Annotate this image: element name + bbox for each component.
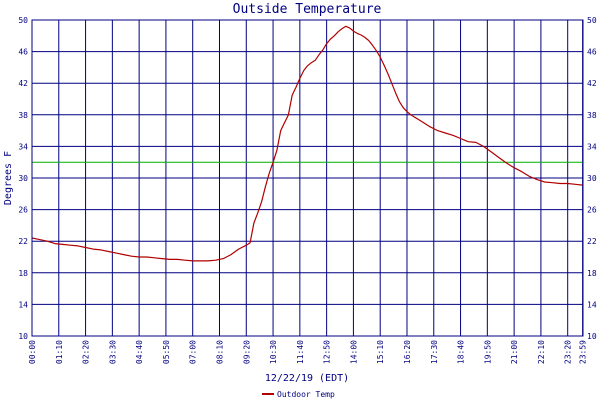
y-tick-label-left: 18	[18, 269, 28, 278]
y-axis-label: Degrees F	[3, 151, 14, 205]
x-tick-label: 10:30	[269, 340, 278, 364]
plot-frame	[31, 19, 584, 337]
y-tick-label-right: 50	[587, 16, 597, 25]
x-tick-label: 02:20	[82, 340, 91, 364]
y-tick-label-left: 10	[18, 332, 28, 341]
x-tick-label: 21:00	[510, 340, 519, 364]
x-tick-label: 23:59	[579, 340, 588, 364]
y-tick-label-right: 34	[587, 142, 597, 151]
y-tick-label-left: 42	[18, 79, 28, 88]
x-tick-label: 09:20	[242, 340, 251, 364]
x-tick-label: 15:10	[376, 340, 385, 364]
x-tick-label: 00:00	[28, 340, 37, 364]
y-tick-label-right: 18	[587, 269, 597, 278]
y-tick-label-right: 42	[587, 79, 597, 88]
y-tick-label-right: 26	[587, 206, 597, 215]
x-tick-labels: 00:00 01:10 02:20 03:30 04:40 05:50 07:00 08:10…	[28, 340, 588, 364]
y-tick-label-left: 14	[18, 300, 28, 309]
x-tick-label: 23:20	[564, 340, 573, 364]
x-tick-label: 05:50	[162, 340, 171, 364]
grid-lines	[31, 19, 584, 337]
x-tick-label: 04:40	[135, 340, 144, 364]
x-tick-label: 19:50	[483, 340, 492, 364]
x-tick-label: 18:40	[457, 340, 466, 364]
y-tick-label-right: 38	[587, 111, 597, 120]
x-tick-label: 01:10	[55, 340, 64, 364]
y-tick-label-left: 30	[18, 174, 28, 183]
legend-label-outdoor-temp: Outdoor Temp	[277, 390, 335, 399]
y-tick-label-left: 38	[18, 111, 28, 120]
x-tick-label: 07:00	[189, 340, 198, 364]
x-tick-label: 03:30	[108, 340, 117, 364]
x-tick-label: 16:20	[403, 340, 412, 364]
y-tick-label-right: 14	[587, 300, 597, 309]
y-tick-labels-right: 10 14 18 22 26 30 34 38 42 46 50	[587, 16, 597, 341]
chart-title: Outside Temperature	[233, 2, 382, 17]
x-tick-label: 22:10	[537, 340, 546, 364]
y-tick-label-right: 10	[587, 332, 597, 341]
y-tick-label-left: 34	[18, 142, 28, 151]
x-tick-label: 17:30	[430, 340, 439, 364]
y-tick-label-left: 46	[18, 48, 28, 57]
series-layer	[31, 25, 583, 262]
x-tick-label: 11:40	[296, 340, 305, 364]
y-tick-label-left: 22	[18, 237, 28, 246]
x-tick-label: 12:50	[323, 340, 332, 364]
series-line-outdoor-temp	[31, 25, 583, 262]
y-tick-label-left: 26	[18, 206, 28, 215]
x-tick-label: 08:10	[215, 340, 224, 364]
y-tick-label-left: 50	[18, 16, 28, 25]
y-tick-label-right: 22	[587, 237, 597, 246]
legend: Outdoor Temp	[262, 390, 335, 399]
y-tick-label-right: 46	[587, 48, 597, 57]
y-tick-labels-left: 10 14 18 22 26 30 34 38 42 46 50	[18, 16, 28, 341]
x-axis-label: 12/22/19 (EDT)	[265, 373, 349, 384]
x-tick-label: 14:00	[349, 340, 358, 364]
y-tick-label-right: 30	[587, 174, 597, 183]
